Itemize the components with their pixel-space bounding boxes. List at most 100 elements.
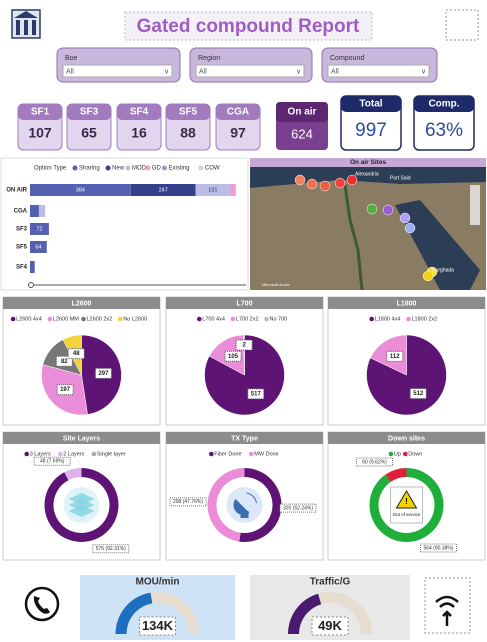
legend-label: Down	[408, 451, 422, 457]
map-label: Microsoft Azure	[262, 282, 290, 287]
legend-swatch	[388, 451, 394, 457]
category-label: SF4	[16, 265, 28, 271]
building-icon	[11, 9, 41, 39]
comp-header	[414, 96, 474, 112]
site-dot	[382, 204, 394, 216]
site-dot	[404, 222, 416, 234]
data-label-box	[386, 350, 404, 362]
legend-label: L700 4x4	[202, 316, 225, 322]
data-label: 298 (47.76%)	[173, 499, 203, 505]
icon	[246, 492, 257, 504]
legend-swatch	[24, 451, 30, 457]
kpi-label: SF1	[31, 107, 50, 118]
site-dot	[422, 270, 434, 282]
bar-segment	[30, 261, 35, 273]
kpi-label: CGA	[227, 107, 249, 118]
bar-segment	[38, 205, 46, 217]
data-label: 517	[251, 391, 262, 397]
icon	[240, 511, 249, 518]
icon	[233, 499, 250, 515]
kpi-value: 107	[28, 125, 52, 141]
category-label: ON AIR	[6, 188, 27, 194]
site-dot	[366, 203, 378, 215]
legend-swatch	[162, 165, 167, 171]
site-dot	[319, 180, 331, 192]
donut-segment	[64, 468, 82, 481]
data-label-box	[94, 367, 112, 379]
chart-title: Site Layers	[63, 435, 100, 442]
filter-value: All	[199, 68, 207, 75]
chart-header	[3, 432, 160, 444]
data-label: 82	[61, 359, 68, 365]
data-label: 48	[73, 351, 80, 357]
total-label: Total	[359, 99, 382, 110]
legend-swatch	[72, 165, 78, 171]
donut-segment	[207, 468, 245, 542]
kpi-header	[117, 104, 161, 120]
category-label: CGA	[14, 209, 28, 215]
legend-label: L1800 2x2	[412, 316, 438, 322]
legend-label: No 700	[270, 316, 288, 322]
filter-value: All	[331, 68, 339, 75]
legend-label: Existing	[169, 166, 190, 172]
icon: !	[405, 497, 408, 506]
total-header	[341, 96, 401, 112]
chart-header	[3, 297, 160, 309]
legend-label: 3 Layers	[30, 451, 51, 457]
bar-segment	[30, 223, 49, 235]
bar-segment	[130, 184, 196, 196]
dropdown-arrow: ∨	[296, 68, 301, 75]
map-label: Hurghada	[432, 267, 454, 273]
gauge-title: Traffic/G	[310, 577, 351, 588]
legend-label: 2 Layers	[63, 451, 84, 457]
legend-label: L2600 MM	[53, 316, 79, 322]
kpi-header	[216, 104, 260, 120]
chart-title: L2600	[72, 300, 92, 307]
kpi-label: SF3	[80, 107, 99, 118]
icon	[68, 493, 95, 505]
legend-swatch	[230, 316, 236, 322]
filter-input[interactable]	[195, 64, 305, 78]
scroll-handle[interactable]	[28, 282, 34, 288]
bar-segment	[195, 184, 231, 196]
donut-segment	[239, 468, 282, 542]
chart-title: L1800	[397, 300, 417, 307]
data-label-box	[67, 348, 85, 360]
legend-swatch	[145, 165, 151, 171]
legend-swatch	[198, 165, 204, 171]
page-title: Gated compound Report	[137, 16, 360, 37]
site-dot	[294, 174, 306, 186]
bar-segment	[30, 184, 131, 196]
map-header	[250, 158, 486, 167]
nile	[343, 184, 364, 291]
on-air-value: 624	[291, 126, 313, 141]
legend-label: No L2600	[123, 316, 147, 322]
legend-label: L700 2x2	[236, 316, 259, 322]
data-label-box	[33, 456, 71, 466]
phone-icon-ring[interactable]	[24, 586, 60, 622]
legend-label: New	[112, 166, 125, 172]
data-label-box	[409, 388, 427, 400]
data-label-box	[247, 388, 265, 400]
legend-swatch	[81, 316, 86, 322]
map-controls[interactable]	[470, 185, 480, 225]
data-label: 326 (52.24%)	[283, 505, 313, 511]
filter-label: Region	[198, 55, 220, 62]
category-label: SF5	[16, 245, 28, 251]
data-label: 60 (9.62%)	[362, 459, 387, 465]
legend-swatch	[197, 316, 202, 322]
legend-swatch	[10, 316, 16, 322]
data-label: 564 (90.38%)	[423, 545, 453, 551]
site-dot	[334, 177, 346, 189]
legend-label: Single layer	[97, 451, 126, 457]
filter-input[interactable]	[62, 64, 173, 78]
category-label: SF3	[16, 227, 28, 233]
signal-icon	[435, 595, 459, 626]
filter-input[interactable]	[327, 64, 430, 78]
comp-label: Comp.	[428, 99, 459, 110]
chart-title: L700	[237, 300, 253, 307]
legend-swatch	[58, 451, 63, 457]
site-dot	[306, 178, 318, 190]
data-label-box	[169, 497, 207, 507]
legend-label: L1800 4x4	[375, 316, 401, 322]
